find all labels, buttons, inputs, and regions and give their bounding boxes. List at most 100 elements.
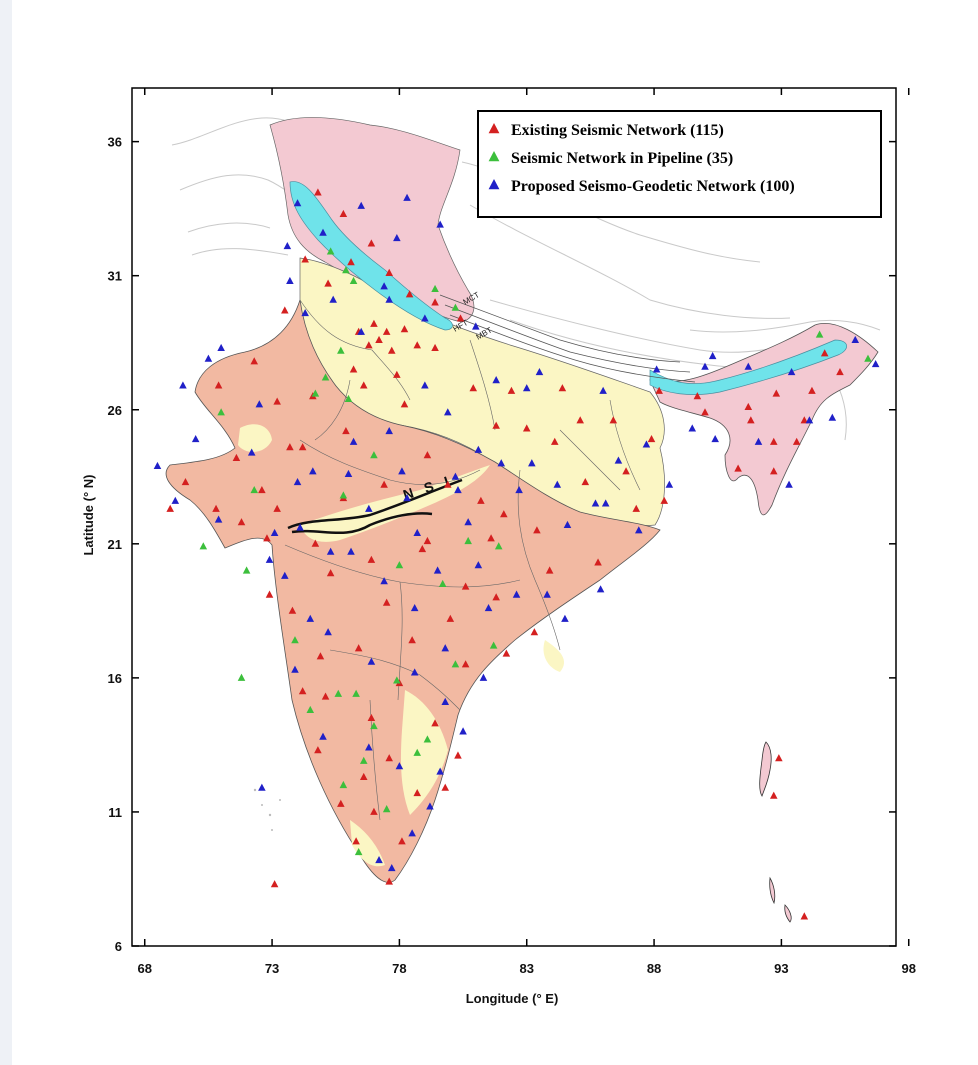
existing-station-marker [298,443,307,451]
proposed-station-marker [265,555,274,563]
proposed-station-marker [281,571,289,579]
proposed-station-marker [344,469,353,478]
proposed-station-marker [522,384,531,392]
pipeline-station-marker [291,636,299,644]
proposed-station-marker [474,561,483,569]
existing-station-marker [258,485,266,494]
pipeline-station-marker [431,284,439,293]
existing-station-marker [367,239,376,247]
existing-station-marker [477,496,485,504]
proposed-station-marker [635,526,643,534]
pipeline-station-marker [250,485,259,494]
proposed-station-marker [309,467,317,475]
proposed-station-marker [247,448,256,456]
existing-station-marker [769,791,778,799]
y-axis-ticks: 6 11 16 21 26 31 36 [108,135,896,954]
proposed-station-marker [306,614,315,622]
proposed-station-marker [754,437,763,445]
existing-station-marker [314,746,322,754]
pipeline-station-marker [326,247,335,255]
proposed-station-marker [296,523,304,531]
existing-station-marker [385,754,393,762]
proposed-station-marker [349,437,358,445]
proposed-station-marker [528,459,536,467]
pipeline-station-marker [237,673,246,681]
existing-station-marker [581,477,590,486]
proposed-station-marker [512,590,521,598]
pipeline-station-marker [489,641,498,649]
proposed-station-marker [599,386,607,394]
legend-marker [488,151,500,162]
proposed-station-marker [367,657,376,665]
side-strip [0,0,12,1065]
existing-station-marker [446,614,455,622]
pipeline-station-marker [413,748,422,756]
y-tick-label: 21 [108,537,122,552]
proposed-station-marker [375,856,383,864]
proposed-station-marker [357,201,365,209]
proposed-station-marker [171,496,180,504]
proposed-station-marker [871,359,880,368]
proposed-station-marker [744,362,753,370]
existing-station-marker [314,188,322,196]
proposed-station-marker [326,547,335,555]
existing-station-marker [359,772,368,781]
proposed-station-marker [398,467,406,475]
existing-station-marker [693,392,702,400]
pipeline-station-marker [815,330,824,338]
pipeline-station-marker [438,579,447,587]
proposed-station-marker [436,220,444,228]
pipeline-station-marker [349,276,358,284]
proposed-station-marker [436,767,444,775]
existing-station-marker [469,384,478,392]
existing-station-marker [367,555,376,563]
existing-station-marker [461,582,470,590]
existing-station-marker [398,837,406,845]
pipeline-station-marker [359,756,368,764]
existing-station-marker [769,467,778,475]
proposed-station-marker [421,381,429,389]
pipeline-station-marker [393,676,401,684]
proposed-station-marker [787,368,796,376]
proposed-stations-layer [153,193,880,872]
proposed-station-marker [459,727,467,735]
proposed-station-marker [563,520,572,528]
proposed-station-marker [380,577,388,585]
proposed-station-marker [444,408,452,416]
pipeline-station-marker [451,303,460,311]
proposed-station-marker [413,528,422,537]
existing-station-marker [273,504,281,512]
proposed-station-marker [217,343,225,352]
existing-station-marker [769,437,778,445]
existing-station-marker [324,279,332,287]
existing-station-marker [632,504,641,512]
existing-station-marker [423,536,432,545]
proposed-station-marker [614,456,623,464]
existing-station-marker [281,306,289,314]
proposed-station-marker [293,477,302,486]
existing-station-marker [237,518,246,526]
existing-station-marker [558,384,567,392]
proposed-station-marker [433,566,442,574]
pipeline-stations-layer [199,247,872,856]
existing-station-marker [530,628,539,636]
x-tick-label: 78 [392,961,406,976]
pipeline-station-marker [311,389,320,397]
state-boundaries [284,299,641,821]
thrust-belt-east [649,339,847,395]
proposed-station-marker [179,381,187,389]
existing-station-marker [382,598,391,606]
lakshadweep-islands [253,788,281,831]
pipeline-station-marker [337,346,345,354]
existing-station-marker [792,437,801,445]
pipeline-station-marker [334,689,343,697]
existing-station-marker [550,437,559,445]
proposed-station-marker [851,335,860,343]
existing-station-marker [339,209,348,217]
proposed-station-marker [497,459,506,467]
proposed-station-marker [286,276,294,284]
proposed-station-marker [441,644,450,652]
existing-station-marker [431,719,439,727]
existing-station-marker [533,526,541,534]
legend-box [477,110,882,218]
